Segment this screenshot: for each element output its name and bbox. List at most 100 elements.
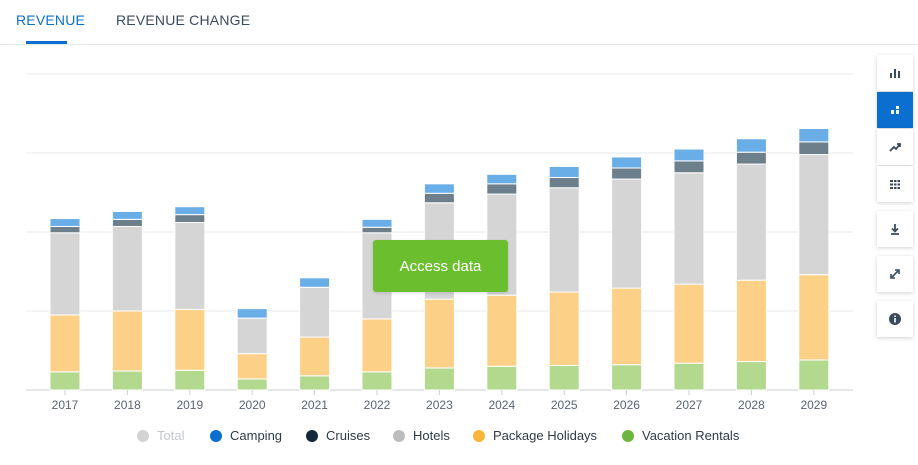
bar-segment-hotels-2019[interactable]	[174, 222, 206, 310]
legend-label: Camping	[230, 428, 283, 443]
bar-segment-cruises-2022[interactable]	[361, 226, 393, 234]
x-tick-label: 2019	[176, 398, 203, 412]
bar-segment-cruises-2028[interactable]	[735, 151, 767, 165]
info-icon	[889, 313, 901, 325]
chart-toolbar	[877, 55, 913, 337]
access-data-button[interactable]: Access data	[373, 240, 508, 292]
legend-item-cruises[interactable]: Cruises	[306, 428, 370, 443]
bar-segment-package-holidays-2024[interactable]	[486, 294, 518, 367]
bar-segment-camping-2017[interactable]	[49, 218, 81, 227]
bar-segment-package-holidays-2021[interactable]	[299, 336, 331, 377]
x-tick-label: 2025	[551, 398, 578, 412]
x-tick-label: 2028	[738, 398, 765, 412]
bar-segment-cruises-2027[interactable]	[673, 160, 705, 174]
bar-segment-camping-2022[interactable]	[361, 218, 393, 228]
x-tick-label: 2026	[613, 398, 640, 412]
legend-dot	[210, 429, 222, 442]
legend-dot	[473, 429, 485, 442]
legend-item-hotels[interactable]: Hotels	[393, 428, 450, 443]
bar-segment-cruises-2018[interactable]	[111, 218, 143, 227]
bar-segment-vacation-rentals-2018[interactable]	[111, 370, 143, 391]
stacked-bar-button[interactable]	[877, 92, 913, 128]
legend-label: Vacation Rentals	[642, 428, 740, 443]
bar-segment-vacation-rentals-2027[interactable]	[673, 362, 705, 391]
tab-revenue-change[interactable]: REVENUE CHANGE	[116, 12, 251, 28]
table-grid-icon	[890, 180, 900, 189]
bar-segment-vacation-rentals-2026[interactable]	[611, 364, 643, 391]
bar-segment-vacation-rentals-2025[interactable]	[548, 365, 580, 391]
bar-segment-cruises-2019[interactable]	[174, 214, 206, 224]
bar-segment-vacation-rentals-2021[interactable]	[299, 375, 331, 391]
bar-segment-hotels-2018[interactable]	[111, 225, 143, 312]
legend-dot	[306, 429, 318, 442]
download-icon	[891, 224, 899, 235]
bar-segment-camping-2021[interactable]	[299, 277, 331, 288]
bar-segment-cruises-2017[interactable]	[49, 225, 81, 234]
bar-segment-camping-2019[interactable]	[174, 206, 206, 216]
bar-segment-cruises-2024[interactable]	[486, 183, 518, 195]
bar-segment-camping-2026[interactable]	[611, 156, 643, 169]
bar-segment-camping-2024[interactable]	[486, 173, 518, 185]
bar-segment-package-holidays-2017[interactable]	[49, 314, 81, 373]
legend-label: Cruises	[326, 428, 371, 443]
info-button[interactable]	[877, 301, 913, 337]
legend-item-camping[interactable]: Camping	[210, 428, 282, 443]
bar-segment-package-holidays-2023[interactable]	[423, 298, 455, 369]
bar-segment-hotels-2025[interactable]	[548, 187, 580, 293]
download-button[interactable]	[877, 211, 913, 247]
bar-segment-camping-2027[interactable]	[673, 148, 705, 162]
bar-segment-package-holidays-2029[interactable]	[798, 274, 830, 361]
bar-segment-package-holidays-2028[interactable]	[735, 279, 767, 363]
bar-segment-vacation-rentals-2029[interactable]	[798, 359, 830, 391]
x-tick-label: 2027	[676, 398, 703, 412]
x-tick-label: 2020	[239, 398, 266, 412]
bar-segment-package-holidays-2018[interactable]	[111, 310, 143, 372]
bar-segment-package-holidays-2027[interactable]	[673, 283, 705, 364]
bar-segment-vacation-rentals-2019[interactable]	[174, 369, 206, 391]
bar-segment-hotels-2026[interactable]	[611, 178, 643, 289]
legend-label: Total	[157, 428, 185, 443]
trend-line-icon	[889, 143, 901, 152]
tab-bar: REVENUE REVENUE CHANGE	[0, 0, 918, 45]
bar-segment-vacation-rentals-2024[interactable]	[486, 365, 518, 391]
bar-segment-camping-2018[interactable]	[111, 210, 143, 220]
table-grid-button[interactable]	[877, 166, 913, 202]
x-tick-label: 2017	[52, 398, 79, 412]
bar-segment-hotels-2017[interactable]	[49, 232, 81, 316]
bar-segment-camping-2023[interactable]	[423, 183, 455, 194]
tab-revenue[interactable]: REVENUE	[16, 12, 86, 28]
bar-chart-button[interactable]	[877, 55, 913, 91]
bar-segment-hotels-2029[interactable]	[798, 154, 830, 276]
bar-segment-package-holidays-2022[interactable]	[361, 318, 393, 373]
bar-segment-vacation-rentals-2017[interactable]	[49, 371, 81, 391]
bar-segment-package-holidays-2026[interactable]	[611, 287, 643, 366]
trend-line-button[interactable]	[877, 129, 913, 165]
chart-legend: Total Camping Cruises Hotels Package Hol…	[0, 428, 918, 446]
legend-item-total[interactable]: Total	[137, 428, 184, 443]
bar-segment-package-holidays-2020[interactable]	[236, 353, 268, 380]
bar-segment-hotels-2021[interactable]	[299, 286, 331, 338]
bar-segment-camping-2028[interactable]	[735, 138, 767, 153]
bar-segment-cruises-2029[interactable]	[798, 141, 830, 156]
bar-segment-vacation-rentals-2020[interactable]	[236, 378, 268, 391]
bar-segment-hotels-2027[interactable]	[673, 172, 705, 285]
bar-segment-camping-2025[interactable]	[548, 165, 580, 178]
expand-button[interactable]	[877, 256, 913, 292]
bar-segment-cruises-2025[interactable]	[548, 176, 580, 189]
bar-segment-vacation-rentals-2028[interactable]	[735, 361, 767, 391]
bar-segment-camping-2029[interactable]	[798, 128, 830, 143]
legend-item-package-holidays[interactable]: Package Holidays	[473, 428, 597, 443]
legend-dot	[622, 429, 634, 442]
bar-segment-package-holidays-2025[interactable]	[548, 291, 580, 367]
bar-segment-cruises-2023[interactable]	[423, 192, 455, 204]
stacked-bar-chart: 2017 2018 2019 2020 2021 2022 2023 2024 2025 2026…	[26, 73, 853, 412]
bar-segment-package-holidays-2019[interactable]	[174, 308, 206, 371]
bar-segment-hotels-2020[interactable]	[236, 317, 268, 355]
bar-segment-camping-2020[interactable]	[236, 308, 268, 319]
bar-segment-vacation-rentals-2022[interactable]	[361, 371, 393, 391]
bar-chart-icon	[890, 69, 900, 78]
bar-segment-hotels-2028[interactable]	[735, 163, 767, 281]
legend-item-vacation-rentals[interactable]: Vacation Rentals	[622, 428, 739, 443]
bar-segment-cruises-2026[interactable]	[611, 167, 643, 180]
bar-segment-vacation-rentals-2023[interactable]	[423, 367, 455, 391]
